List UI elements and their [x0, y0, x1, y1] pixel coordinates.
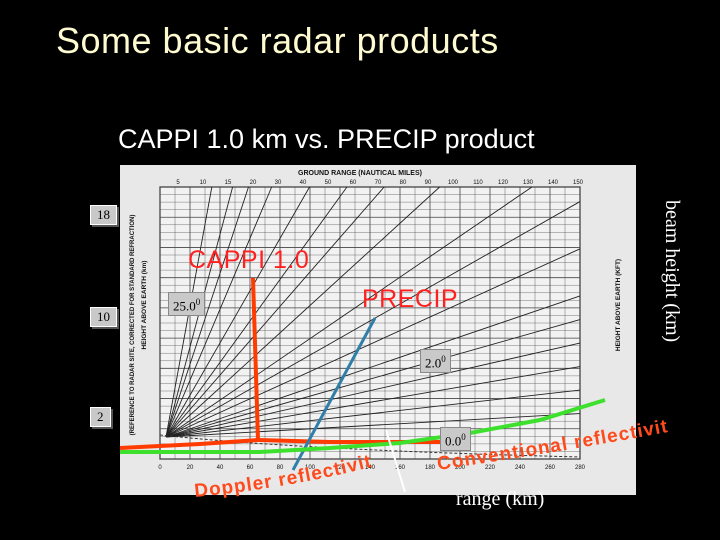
slide-subtitle: CAPPI 1.0 km vs. PRECIP product — [118, 124, 535, 154]
height-label-10: 10 — [90, 307, 117, 327]
top-tick-label: 130 — [523, 180, 534, 186]
range-axis-label: range (km) — [456, 488, 545, 510]
top-tick-label: 140 — [548, 180, 559, 186]
height-label-2: 2 — [90, 407, 111, 427]
angle-label-0: 0.00 — [440, 427, 471, 452]
grid-line — [165, 413, 581, 438]
bottom-tick-label: 120 — [335, 465, 346, 471]
grid-line — [165, 186, 249, 438]
bottom-tick-label: 100 — [305, 465, 316, 471]
grid-line — [165, 295, 581, 438]
top-tick-label: 100 — [448, 180, 459, 186]
grid-line — [165, 248, 581, 438]
bottom-tick-label: 260 — [545, 465, 556, 471]
top-tick-label: 80 — [400, 180, 407, 186]
grid-line — [165, 186, 310, 438]
grid-line — [165, 342, 581, 438]
top-tick-label: 50 — [325, 180, 332, 186]
grid-line — [165, 186, 385, 438]
chart-header: GROUND RANGE (NAUTICAL MILES) — [298, 170, 422, 177]
left-axis-note: (REFERENCE TO RADAR SITE, CORRECTED FOR … — [130, 215, 136, 436]
top-tick-label: 120 — [498, 180, 509, 186]
precip-line — [291, 317, 377, 471]
doppler-text: Doppler reflectivity — [0, 0, 374, 502]
bottom-tick-labels: 0 20 40 60 80 100 120 140 160 180 200 220 240 260 280 — [158, 465, 585, 471]
top-tick-label: 20 — [250, 180, 257, 186]
top-tick-label: 5 — [176, 180, 180, 186]
top-tick-label: 10 — [200, 180, 207, 186]
cappi-label: CAPPI 1.0 — [188, 246, 310, 274]
bottom-tick-label: 160 — [395, 465, 406, 471]
top-tick-label: 150 — [573, 180, 584, 186]
angle-degree-2: 0 — [441, 354, 446, 364]
chart-svg: GROUND RANGE (NAUTICAL MILES) 5 10 15 20 30 4… — [120, 165, 636, 495]
top-tick-label: 15 — [225, 180, 232, 186]
separator-line — [385, 429, 406, 493]
conventional-textpath: Conventional reflectivity — [0, 0, 669, 475]
grid-line — [165, 319, 581, 438]
cappi-line — [119, 277, 261, 450]
bottom-tick-label: 240 — [515, 465, 526, 471]
top-tick-label: 70 — [375, 180, 382, 186]
bottom-tick-label: 180 — [425, 465, 436, 471]
grid-line — [165, 186, 348, 438]
slide-title: Some basic radar products — [56, 20, 499, 61]
chart-grid — [159, 186, 581, 460]
angle-value-0: 0.0 — [445, 433, 462, 449]
top-tick-label: 110 — [473, 180, 483, 186]
conventional-text: Conventional reflectivity — [0, 0, 669, 475]
top-tick-label: 30 — [275, 180, 282, 186]
bottom-tick-label: 280 — [575, 465, 586, 471]
angle-degree-0: 0 — [461, 432, 466, 442]
doppler-textpath: Doppler reflectivity — [0, 0, 373, 502]
angle-value-25: 25.0 — [173, 298, 196, 314]
bottom-tick-label: 0 — [158, 465, 162, 471]
grid-line — [165, 366, 581, 438]
angle-label-25: 25.00 — [168, 292, 206, 317]
grid-line — [165, 389, 581, 438]
left-axis-label: HEIGHT ABOVE EARTH (km) — [141, 261, 148, 350]
height-label-18: 18 — [90, 205, 117, 225]
grid-line — [165, 186, 533, 438]
angle-value-2: 2.0 — [425, 355, 442, 371]
bottom-tick-label: 220 — [485, 465, 496, 471]
conventional-line — [120, 398, 606, 454]
precip-label: PRECIP — [362, 285, 459, 313]
bottom-tick-label: 200 — [455, 465, 466, 471]
angle-label-2: 2.00 — [420, 349, 451, 374]
beam-height-chart: GROUND RANGE (NAUTICAL MILES) 5 10 15 20 30 4… — [120, 165, 636, 495]
grid-line — [165, 186, 440, 438]
bottom-tick-label: 140 — [365, 465, 376, 471]
top-tick-label: 90 — [425, 180, 432, 186]
bottom-tick-label: 20 — [187, 465, 194, 471]
top-tick-label: 40 — [300, 180, 307, 186]
bottom-tick-label: 60 — [247, 465, 254, 471]
bottom-tick-label: 80 — [277, 465, 284, 471]
bottom-tick-label: 40 — [217, 465, 224, 471]
grid-line — [165, 186, 273, 438]
top-tick-label: 60 — [350, 180, 357, 186]
angle-degree-25: 0 — [195, 297, 201, 307]
right-axis-label: HEIGHT ABOVE EARTH (KFT) — [615, 259, 622, 351]
beam-height-axis-label: beam height (km) — [661, 200, 683, 343]
top-tick-labels: 5 10 15 20 30 40 50 60 70 80 90 100 110 120 130 140 150 — [176, 180, 583, 186]
